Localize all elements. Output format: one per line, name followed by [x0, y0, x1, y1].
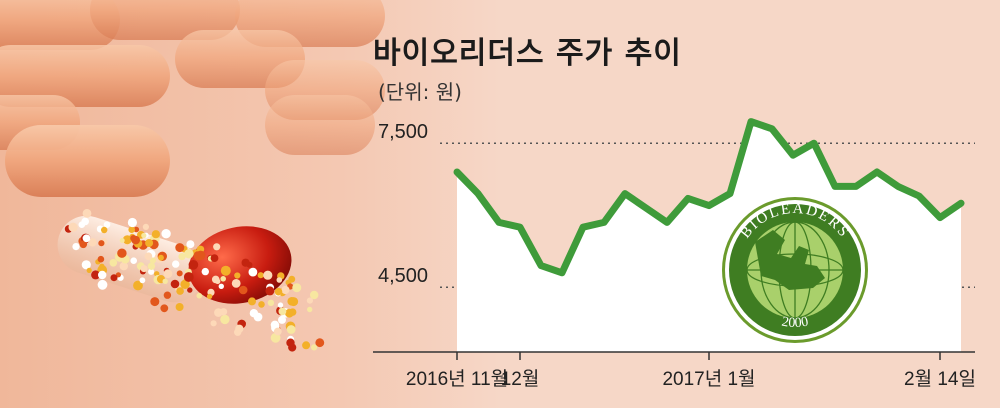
unit-label: (단위: 원): [378, 80, 462, 104]
chart-title: 바이오리더스 주가 추이: [373, 36, 682, 71]
price-line: [453, 118, 965, 277]
y-tick-label: 7,500: [378, 121, 429, 144]
logo-year: 2000: [780, 315, 809, 332]
y-tick-label: 4,500: [378, 265, 429, 288]
x-tick-label: 2월 14일: [904, 369, 976, 390]
x-tick-label: 12월: [500, 369, 540, 390]
bioleaders-logo: BIOLEADERS 2000: [722, 197, 868, 343]
x-tick-label: 2017년 1월: [662, 369, 756, 390]
x-tick-label: 2016년 11월: [405, 369, 509, 390]
price-area: [457, 121, 961, 352]
